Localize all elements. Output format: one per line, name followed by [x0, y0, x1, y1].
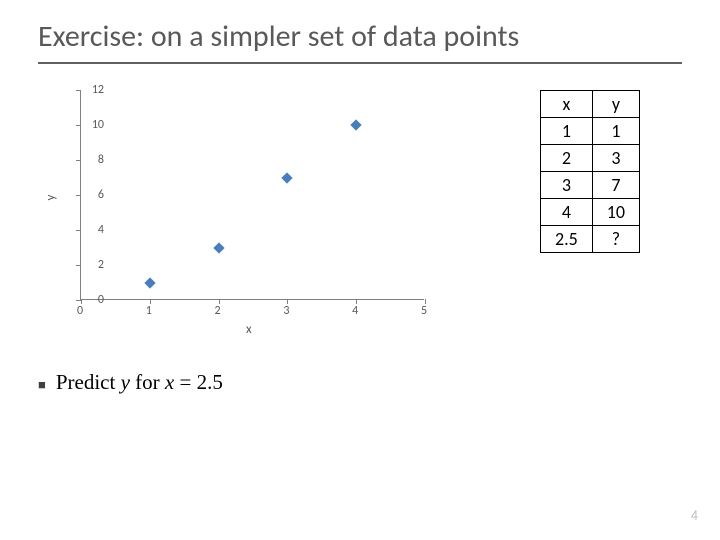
table-cell: 3	[592, 145, 639, 172]
y-tick-label: 10	[80, 118, 104, 132]
bullet-pre: Predict	[56, 370, 121, 394]
table-cell: ?	[592, 226, 639, 253]
table-header-cell: x	[541, 91, 593, 118]
table-row: 37	[541, 172, 640, 199]
table-cell: 10	[592, 199, 639, 226]
bullet-post: = 2.5	[174, 370, 223, 394]
x-tick-label: 1	[146, 304, 152, 318]
x-tick-label: 2	[215, 304, 221, 318]
y-axis-label: y	[43, 195, 58, 201]
table-cell: 2.5	[541, 226, 593, 253]
x-tick-label: 0	[77, 304, 83, 318]
table-cell: 7	[592, 172, 639, 199]
y-tick-label: 6	[80, 188, 104, 202]
table-row: 11	[541, 118, 640, 145]
data-point	[213, 242, 224, 253]
x-tick-label: 4	[352, 304, 358, 318]
table-row: 2.5?	[541, 226, 640, 253]
table-cell: 2	[541, 145, 593, 172]
data-table: xy 1123374102.5?	[540, 90, 640, 253]
plot-area: 024681012	[80, 90, 424, 300]
slide-title: Exercise: on a simpler set of data point…	[38, 18, 519, 55]
bullet-var-y: y	[121, 370, 130, 394]
bullet-icon: ■	[38, 377, 46, 392]
data-point	[282, 172, 293, 183]
table-cell: 1	[541, 118, 593, 145]
table-row: 410	[541, 199, 640, 226]
y-tick-label: 2	[80, 258, 104, 272]
bullet-var-x: x	[165, 370, 174, 394]
table-cell: 1	[592, 118, 639, 145]
x-tick-label: 3	[283, 304, 289, 318]
x-axis-label: x	[246, 322, 252, 337]
bullet-text: ■ Predict y for x = 2.5	[38, 370, 223, 395]
title-underline	[38, 62, 682, 64]
y-tick-label: 4	[80, 223, 104, 237]
y-tick-label: 0	[80, 293, 104, 307]
y-tick-label: 8	[80, 153, 104, 167]
table-cell: 4	[541, 199, 593, 226]
data-point	[144, 277, 155, 288]
page-number: 4	[691, 507, 698, 524]
table-row: 23	[541, 145, 640, 172]
bullet-mid: for	[130, 370, 165, 394]
table-cell: 3	[541, 172, 593, 199]
y-tick-label: 12	[80, 83, 104, 97]
scatter-chart: y x 024681012 012345	[50, 90, 450, 342]
x-tick-label: 5	[421, 304, 427, 318]
table-header-cell: y	[592, 91, 639, 118]
data-point	[351, 119, 362, 130]
